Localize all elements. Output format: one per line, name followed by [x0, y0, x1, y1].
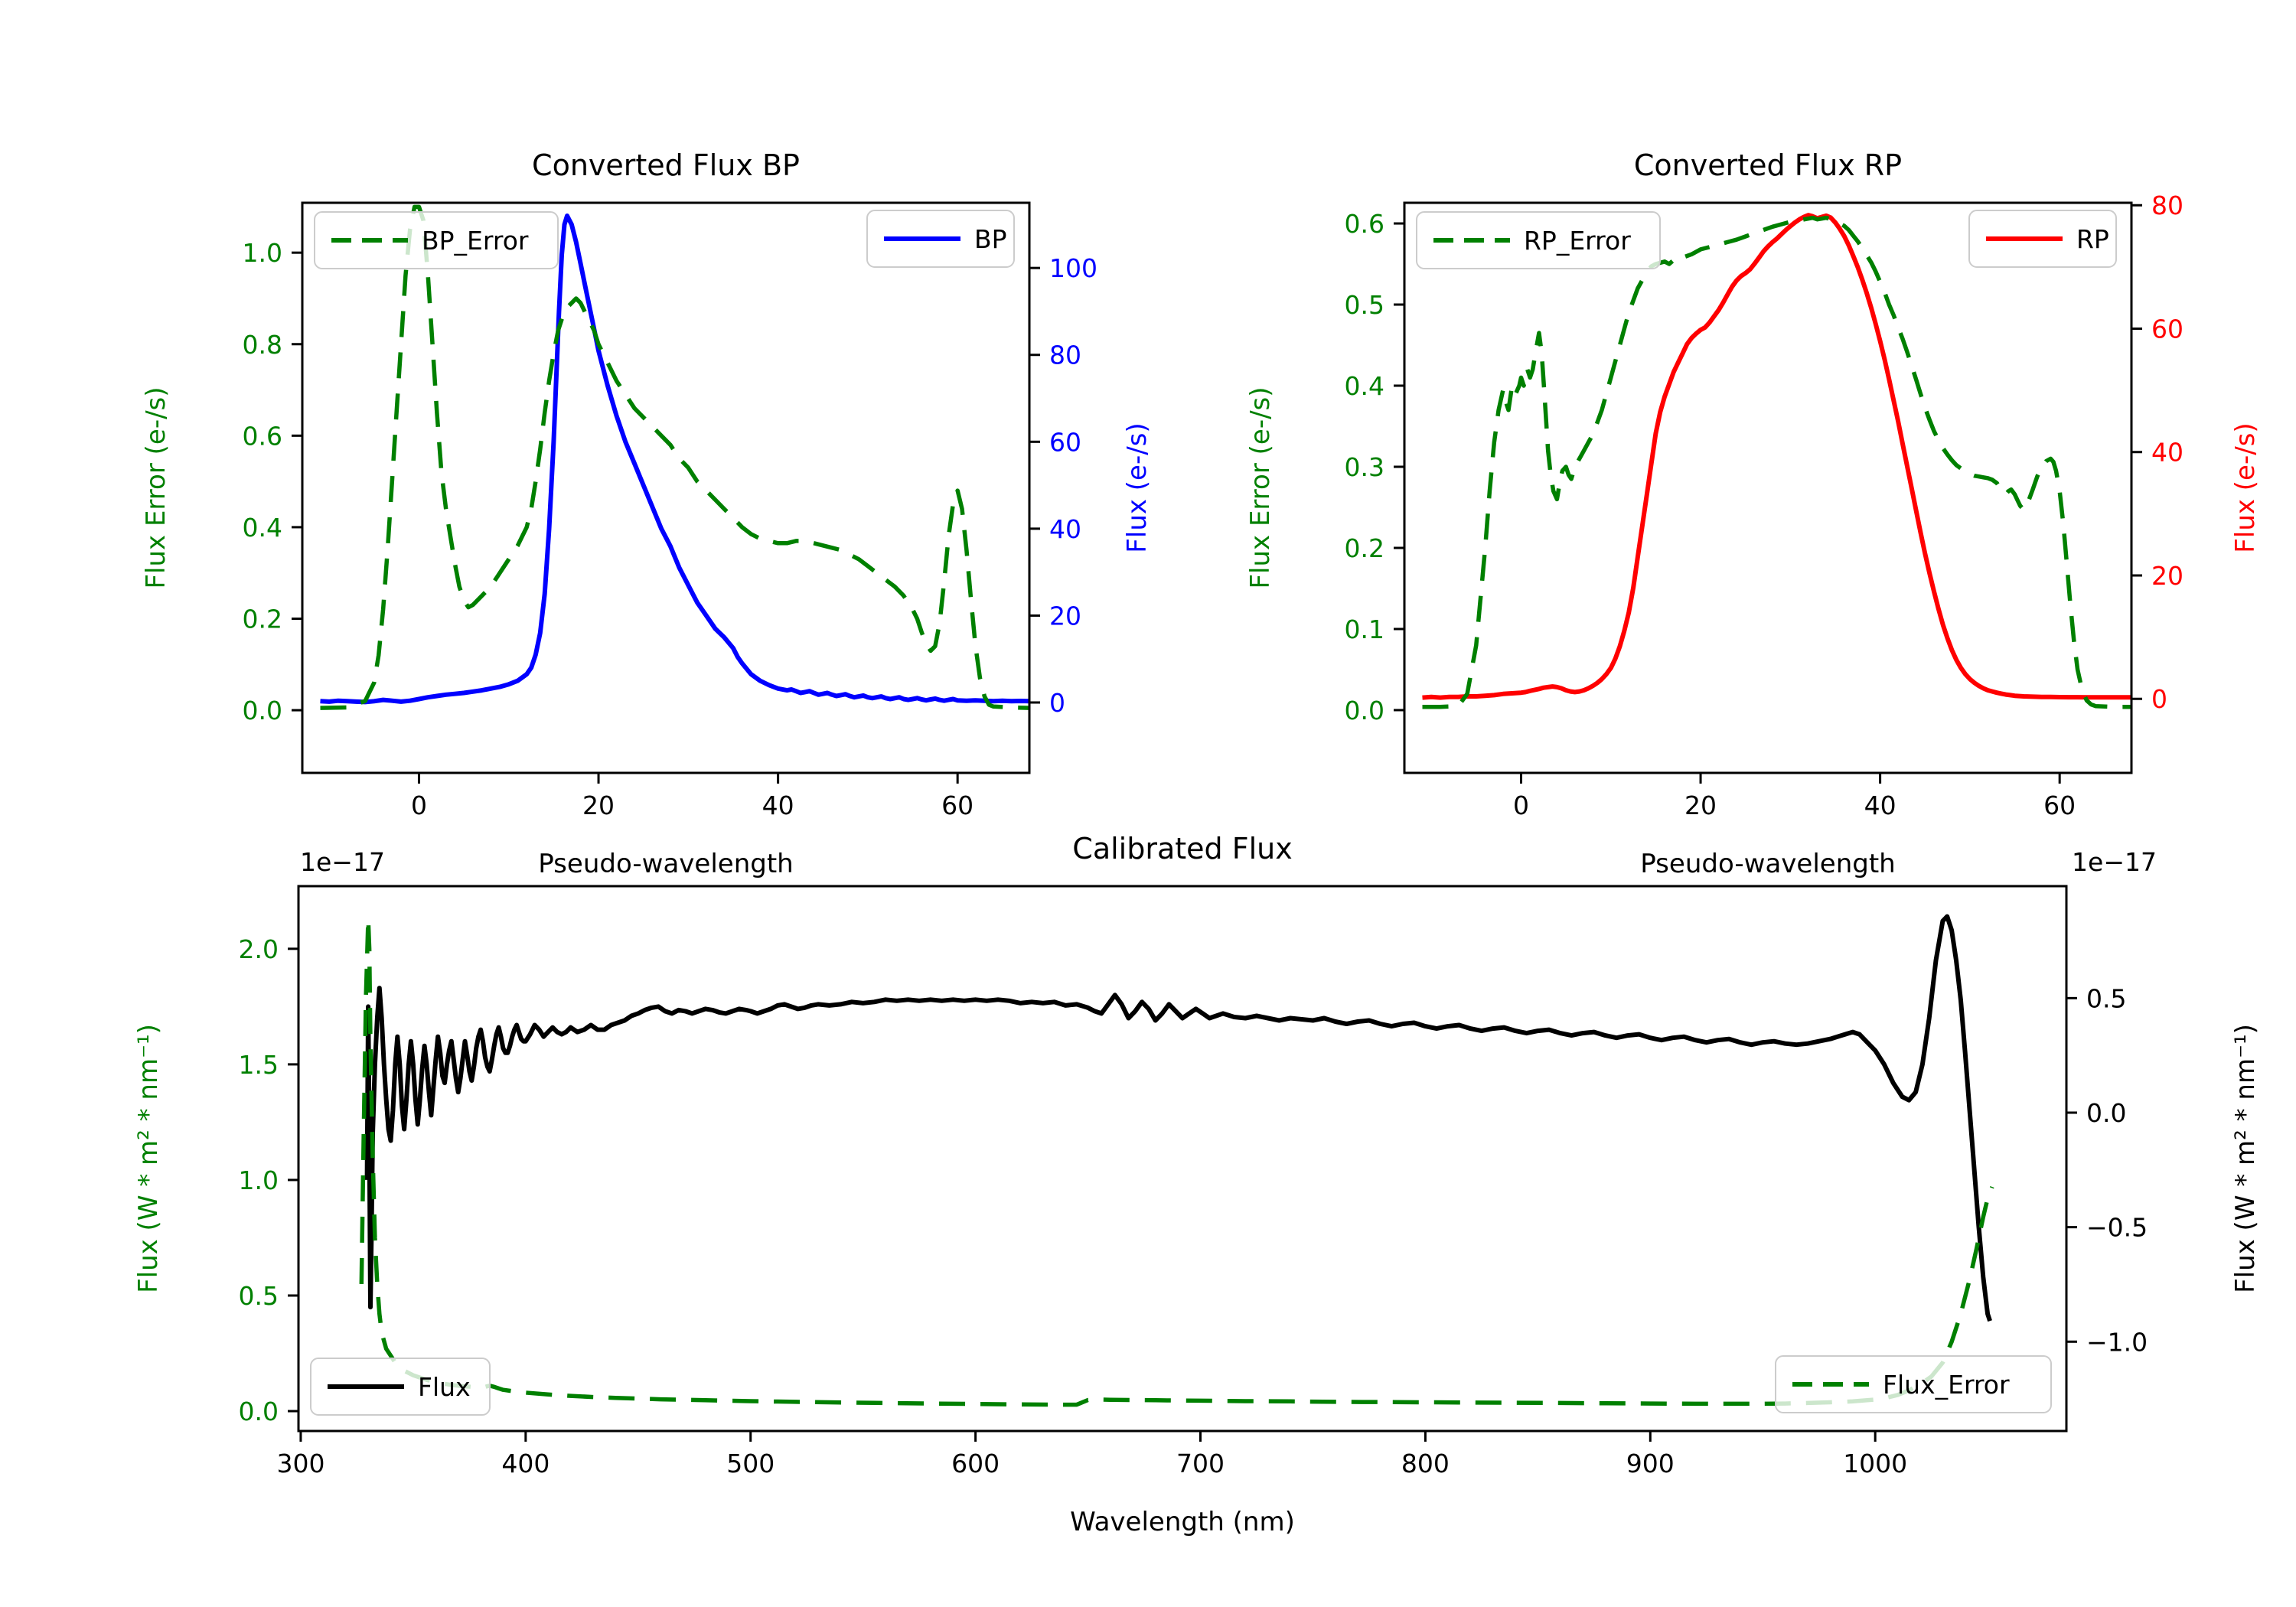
- x-tick-label: 40: [762, 790, 794, 820]
- y-left-tick-label: 2.0: [239, 934, 279, 964]
- y-left-tick-label: 0.8: [243, 330, 282, 360]
- axes-spines: [297, 885, 2068, 1433]
- y-right-tick-label: 0.0: [2086, 1098, 2126, 1128]
- y-right-tick-label: 80: [1049, 341, 1081, 370]
- y-right-offset-text: 1e−17: [2072, 847, 2157, 877]
- y-right-tick-label: 40: [2151, 438, 2183, 468]
- chart-title: Converted Flux RP: [1634, 148, 1902, 182]
- y-left-tick-label: 1.0: [239, 1165, 279, 1195]
- y-right-tick-label: 40: [1049, 514, 1081, 544]
- y-left-tick-label: 0.0: [239, 1397, 279, 1426]
- y-left-tick-label: 0.5: [1345, 290, 1384, 320]
- x-tick-label: 900: [1626, 1449, 1675, 1478]
- legend-rp_error: RP_Error: [1416, 211, 1661, 269]
- legend-flux: Flux: [310, 1358, 491, 1416]
- y-right-tick-label: 60: [2151, 314, 2183, 344]
- x-tick-label: 0: [411, 790, 427, 820]
- y-left-tick-label: 0.4: [1345, 371, 1384, 401]
- y-left-tick-label: 0.0: [1345, 696, 1384, 725]
- plot-area: [1422, 213, 2131, 709]
- legend-label: BP_Error: [422, 226, 529, 256]
- y-right-axis-label: Flux (e-/s): [2230, 422, 2261, 553]
- curve-flux: [364, 914, 1992, 1322]
- curve-bp_error: [320, 204, 1030, 710]
- curve-rp: [1422, 213, 2131, 700]
- y-left-tick-label: 0.2: [243, 605, 282, 634]
- legend-label: RP: [2076, 224, 2109, 254]
- chart-calibrated-flux: 300 400 500 600 700 800 900 1000 0.0 0.5 1.0 1.5 2.0…: [133, 832, 2261, 1537]
- y-right-tick-label: 0: [1049, 688, 1065, 718]
- legend-box: [1416, 211, 1661, 269]
- y-right-tick-label: 60: [1049, 427, 1081, 457]
- x-axis-label: Wavelength (nm): [1070, 1507, 1295, 1537]
- legend-bp_error: BP_Error: [314, 211, 559, 269]
- plot-area: [359, 914, 1994, 1407]
- legend-rp: RP: [1968, 210, 2117, 268]
- legend-box: [1775, 1355, 2052, 1413]
- axes-spines: [1403, 201, 2133, 774]
- curve-flux_error: [359, 916, 1994, 1407]
- legend-label: BP: [974, 224, 1007, 254]
- y-left-tick-label: 1.5: [239, 1050, 279, 1080]
- y-left-axis-label: Flux Error (e-/s): [141, 386, 171, 588]
- y-right-tick-label: 0: [2151, 684, 2167, 714]
- y-left-axis-label: Flux (W * m² * nm⁻¹): [133, 1024, 164, 1293]
- legend-box: [314, 211, 559, 269]
- x-tick-label: 60: [2043, 790, 2076, 820]
- legend-label: Flux_Error: [1883, 1370, 2010, 1400]
- y-left-axis-label: Flux Error (e-/s): [1245, 386, 1276, 588]
- y-left-tick-label: 0.1: [1345, 614, 1384, 644]
- chart-title: Converted Flux BP: [532, 148, 800, 182]
- y-left-tick-label: 0.0: [243, 696, 282, 725]
- x-tick-label: 400: [501, 1449, 550, 1478]
- y-left-tick-label: 0.5: [239, 1281, 279, 1311]
- y-right-tick-label: 20: [1049, 601, 1081, 631]
- chart-converted-flux-bp: 0 20 40 60 0.0 0.2 0.4 0.6 0.8 1.0 0 20 40 60 80 100 Con…: [141, 148, 1153, 879]
- x-tick-label: 60: [941, 790, 974, 820]
- y-left-tick-label: 0.4: [243, 513, 282, 543]
- y-left-tick-label: 0.6: [1345, 209, 1384, 239]
- x-tick-label: 0: [1513, 790, 1529, 820]
- legend-label: Flux: [418, 1372, 471, 1402]
- x-tick-label: 40: [1864, 790, 1896, 820]
- y-right-tick-label: −0.5: [2086, 1213, 2148, 1243]
- x-tick-label: 300: [276, 1449, 325, 1478]
- legend-bp: BP: [866, 210, 1015, 268]
- y-left-tick-label: 0.3: [1345, 452, 1384, 482]
- chart-converted-flux-rp: 0 20 40 60 0.0 0.1 0.2 0.3 0.4 0.5 0.6 0 20 40 60 80 Con…: [1245, 148, 2261, 879]
- curve-bp: [320, 214, 1030, 705]
- y-left-offset-text: 1e−17: [300, 847, 385, 877]
- legend-label: RP_Error: [1524, 226, 1631, 256]
- legend-flux_error: Flux_Error: [1775, 1355, 2052, 1413]
- x-tick-label: 800: [1401, 1449, 1450, 1478]
- plot-area: [320, 204, 1030, 710]
- y-left-tick-label: 1.0: [243, 238, 282, 268]
- x-tick-label: 1000: [1843, 1449, 1907, 1478]
- y-right-axis-label: Flux (e-/s): [1122, 422, 1153, 553]
- x-axis-label: Pseudo-wavelength: [538, 849, 793, 879]
- y-left-tick-label: 0.2: [1345, 533, 1384, 563]
- chart-title: Calibrated Flux: [1072, 832, 1292, 865]
- y-right-tick-label: 0.5: [2086, 983, 2126, 1013]
- x-axis-label: Pseudo-wavelength: [1640, 849, 1895, 879]
- y-right-axis-label: Flux (W * m² * nm⁻¹): [2230, 1024, 2261, 1293]
- x-tick-label: 700: [1176, 1449, 1225, 1478]
- y-right-tick-label: −1.0: [2086, 1327, 2148, 1357]
- x-tick-label: 500: [726, 1449, 775, 1478]
- y-right-tick-label: 100: [1049, 253, 1097, 283]
- axes-spines: [301, 201, 1031, 774]
- y-right-tick-label: 80: [2151, 191, 2183, 220]
- x-tick-label: 600: [951, 1449, 1000, 1478]
- curve-rp_error: [1422, 215, 2131, 709]
- x-tick-label: 20: [582, 790, 615, 820]
- y-left-tick-label: 0.6: [243, 421, 282, 451]
- y-right-tick-label: 20: [2151, 561, 2183, 591]
- x-tick-label: 20: [1684, 790, 1717, 820]
